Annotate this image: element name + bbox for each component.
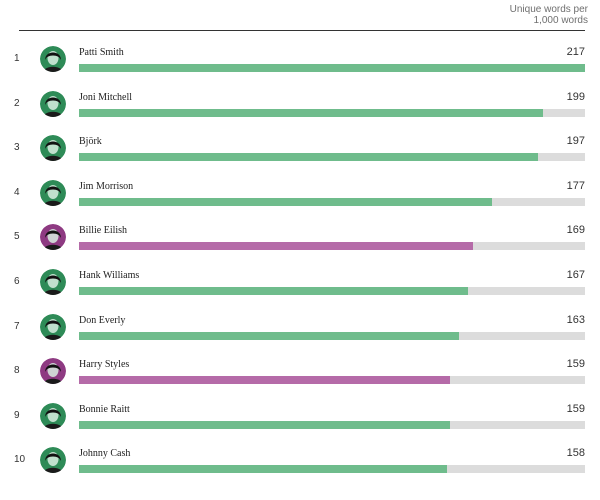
bar-track — [79, 108, 585, 117]
bar — [79, 153, 539, 162]
bar — [79, 242, 474, 251]
artist-avatar-icon — [40, 313, 66, 340]
artist-name: Johnny Cash — [79, 448, 131, 460]
artist-name: Joni Mitchell — [79, 91, 133, 103]
artist-avatar-icon — [40, 224, 66, 251]
bar-track — [79, 153, 585, 162]
artist-avatar-icon — [40, 46, 66, 72]
bar — [79, 108, 544, 117]
bar-track — [79, 64, 585, 72]
rank-label: 7 — [14, 320, 20, 332]
artist-name: Harry Styles — [79, 359, 130, 371]
artist-name: Don Everly — [79, 314, 126, 326]
rank-label: 3 — [14, 142, 20, 154]
bar-track — [79, 331, 585, 340]
bar-track — [79, 376, 585, 385]
bar-track — [79, 287, 585, 295]
rank-label: 9 — [14, 409, 20, 421]
value-label: 167 — [566, 269, 585, 281]
bar — [79, 197, 492, 206]
rank-label: 10 — [14, 454, 26, 466]
value-label: 163 — [566, 313, 585, 326]
value-label: 199 — [566, 90, 585, 103]
artist-name: Patti Smith — [79, 47, 124, 58]
value-label: 217 — [566, 46, 585, 58]
rank-label: 2 — [14, 97, 20, 109]
artist-avatar-icon — [40, 179, 66, 206]
artist-avatar-icon — [40, 90, 66, 117]
rank-label: 4 — [14, 186, 20, 198]
value-label: 159 — [566, 402, 585, 415]
value-label: 159 — [566, 358, 585, 371]
unit-note-line2: 1,000 words — [533, 15, 588, 26]
bar — [79, 465, 448, 474]
value-label: 177 — [566, 179, 585, 192]
artist-avatar-icon — [40, 135, 66, 162]
artist-avatar-icon — [40, 402, 66, 429]
rank-label: 5 — [14, 231, 20, 243]
bar-track — [79, 420, 585, 429]
artist-name: Jim Morrison — [79, 180, 134, 192]
rank-label: 6 — [14, 276, 20, 287]
artist-avatar-icon — [40, 447, 66, 474]
value-label: 197 — [566, 135, 585, 148]
bar-track — [79, 197, 585, 206]
rank-label: 1 — [14, 53, 20, 64]
bar — [79, 420, 450, 429]
bar-track — [79, 465, 585, 474]
bar — [79, 331, 460, 340]
artist-name: Hank Williams — [79, 270, 140, 281]
artist-avatar-icon — [40, 358, 66, 385]
value-label: 169 — [566, 224, 585, 237]
unit-note: Unique words per 1,000 words — [468, 4, 588, 26]
artist-name: Bonnie Raitt — [79, 403, 130, 415]
header-rule — [19, 30, 585, 31]
rank-label: 8 — [14, 365, 20, 377]
artist-name: Björk — [79, 136, 102, 148]
bar — [79, 376, 450, 385]
bar-track — [79, 242, 585, 251]
artist-name: Billie Eilish — [79, 225, 128, 237]
unit-note-line1: Unique words per — [509, 4, 588, 15]
value-label: 158 — [566, 447, 585, 460]
bar — [79, 64, 585, 72]
bar — [79, 287, 469, 295]
artist-avatar-icon — [40, 269, 66, 295]
